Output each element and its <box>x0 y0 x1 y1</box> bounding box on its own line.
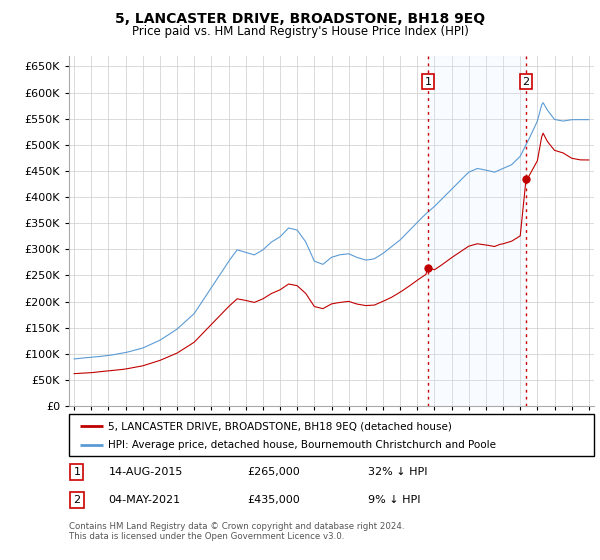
Text: 1: 1 <box>73 467 80 477</box>
Text: 9% ↓ HPI: 9% ↓ HPI <box>368 496 421 505</box>
Text: 1: 1 <box>424 77 431 87</box>
Text: £265,000: £265,000 <box>248 467 300 477</box>
Text: 5, LANCASTER DRIVE, BROADSTONE, BH18 9EQ: 5, LANCASTER DRIVE, BROADSTONE, BH18 9EQ <box>115 12 485 26</box>
Text: 2: 2 <box>73 496 80 505</box>
Text: £435,000: £435,000 <box>248 496 300 505</box>
Text: 32% ↓ HPI: 32% ↓ HPI <box>368 467 428 477</box>
Text: 04-MAY-2021: 04-MAY-2021 <box>109 496 181 505</box>
Bar <box>428 56 526 406</box>
Text: Contains HM Land Registry data © Crown copyright and database right 2024.
This d: Contains HM Land Registry data © Crown c… <box>69 522 404 542</box>
Text: HPI: Average price, detached house, Bournemouth Christchurch and Poole: HPI: Average price, detached house, Bour… <box>109 440 496 450</box>
Text: 14-AUG-2015: 14-AUG-2015 <box>109 467 183 477</box>
Text: 2: 2 <box>523 77 530 87</box>
Text: Price paid vs. HM Land Registry's House Price Index (HPI): Price paid vs. HM Land Registry's House … <box>131 25 469 38</box>
Text: 5, LANCASTER DRIVE, BROADSTONE, BH18 9EQ (detached house): 5, LANCASTER DRIVE, BROADSTONE, BH18 9EQ… <box>109 421 452 431</box>
